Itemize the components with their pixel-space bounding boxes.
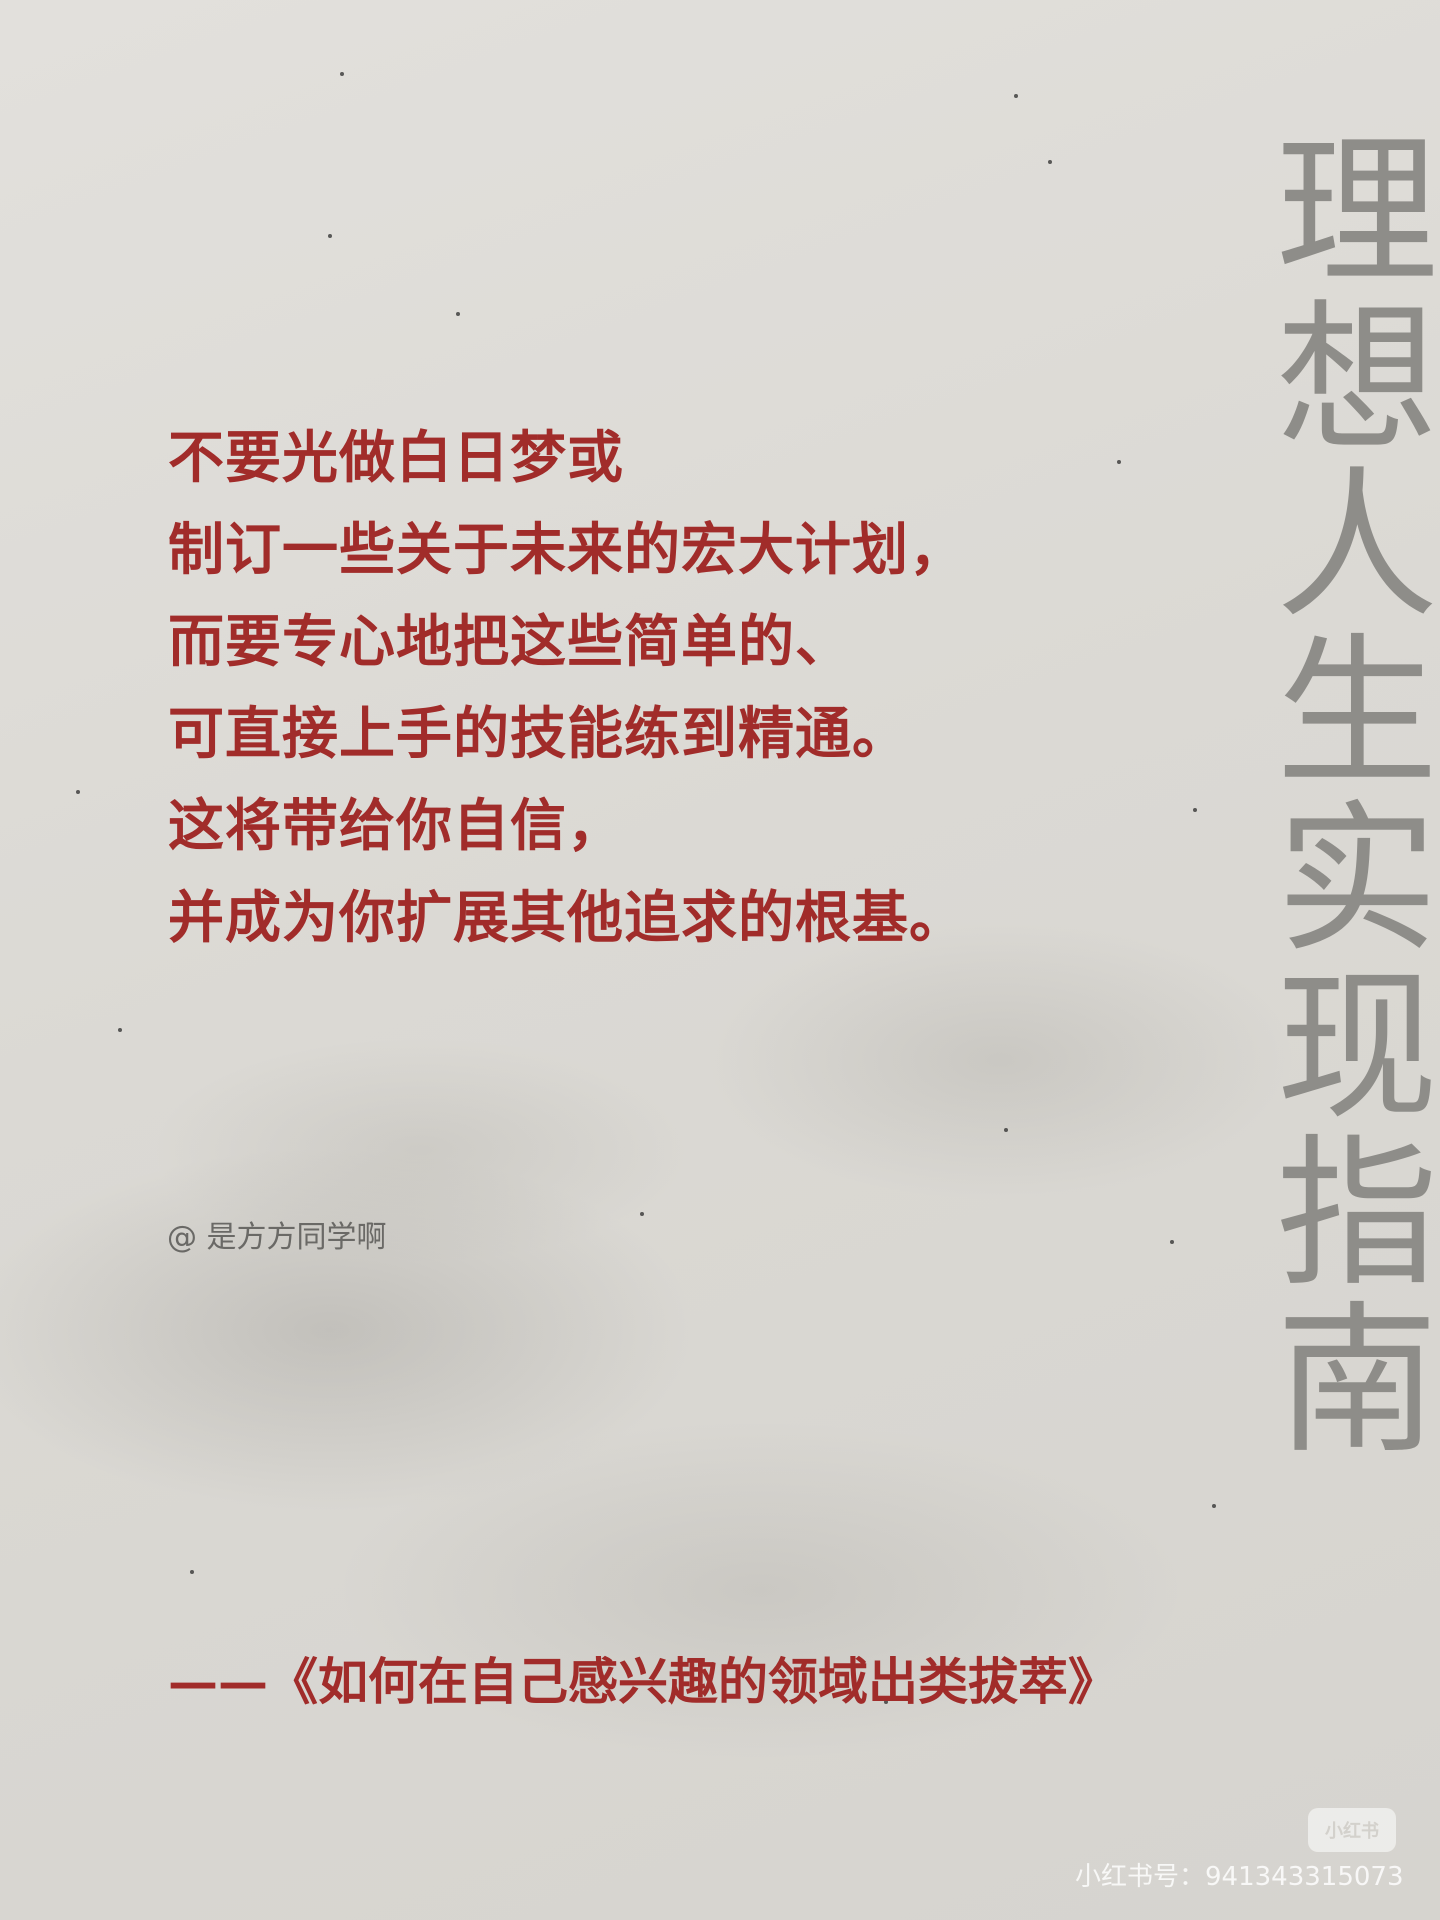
quote-line: 不要光做白日梦或 xyxy=(168,425,624,491)
paper-speck xyxy=(456,312,460,316)
paper-speck xyxy=(1170,1240,1174,1244)
paper-speck xyxy=(1193,808,1197,812)
paper-speck xyxy=(1004,1128,1008,1132)
watermark-logo-text: 小红书 xyxy=(1325,1821,1379,1842)
author-handle: @ 是方方同学啊 xyxy=(167,1220,387,1255)
paper-speck xyxy=(1014,94,1018,98)
vertical-title-char: 现 xyxy=(1276,954,1438,1142)
vertical-title-char: 实 xyxy=(1276,787,1438,975)
paper-speck xyxy=(884,1700,888,1704)
paper-speck xyxy=(190,1570,194,1574)
vertical-title-char: 理 xyxy=(1276,119,1438,307)
vertical-title-char: 南 xyxy=(1276,1288,1438,1476)
paper-speck xyxy=(640,1212,644,1216)
quote-block: 不要光做白日梦或 制订一些关于未来的宏大计划， 而要专心地把这些简单的、 可直接… xyxy=(168,425,1228,977)
paper-speck xyxy=(1048,160,1052,164)
vertical-title-char: 生 xyxy=(1276,620,1438,808)
paper-speck xyxy=(118,1028,122,1032)
paper-speck xyxy=(328,234,332,238)
quote-line: 可直接上手的技能练到精通。 xyxy=(168,701,909,767)
quote-line: 制订一些关于未来的宏大计划， xyxy=(168,517,966,583)
vertical-title-char: 想 xyxy=(1276,286,1438,474)
paper-speck xyxy=(1117,460,1121,464)
quote-line: 而要专心地把这些简单的、 xyxy=(168,609,852,675)
watermark-id: 小红书号：941343315073 xyxy=(1075,1862,1404,1892)
vertical-title-char: 指 xyxy=(1276,1121,1438,1309)
paper-speck xyxy=(340,72,344,76)
watermark-logo: 小红书 xyxy=(1308,1808,1396,1852)
paper-speck xyxy=(1212,1504,1216,1508)
vertical-title: 理 想 人 生 实 现 指 南 xyxy=(1262,130,1440,1466)
book-source: ——《如何在自己感兴趣的领域出类拔萃》 xyxy=(168,1652,1118,1711)
paper-speck xyxy=(76,790,80,794)
quote-line: 并成为你扩展其他追求的根基。 xyxy=(168,885,966,951)
vertical-title-char: 人 xyxy=(1276,453,1438,641)
quote-line: 这将带给你自信， xyxy=(168,793,624,859)
